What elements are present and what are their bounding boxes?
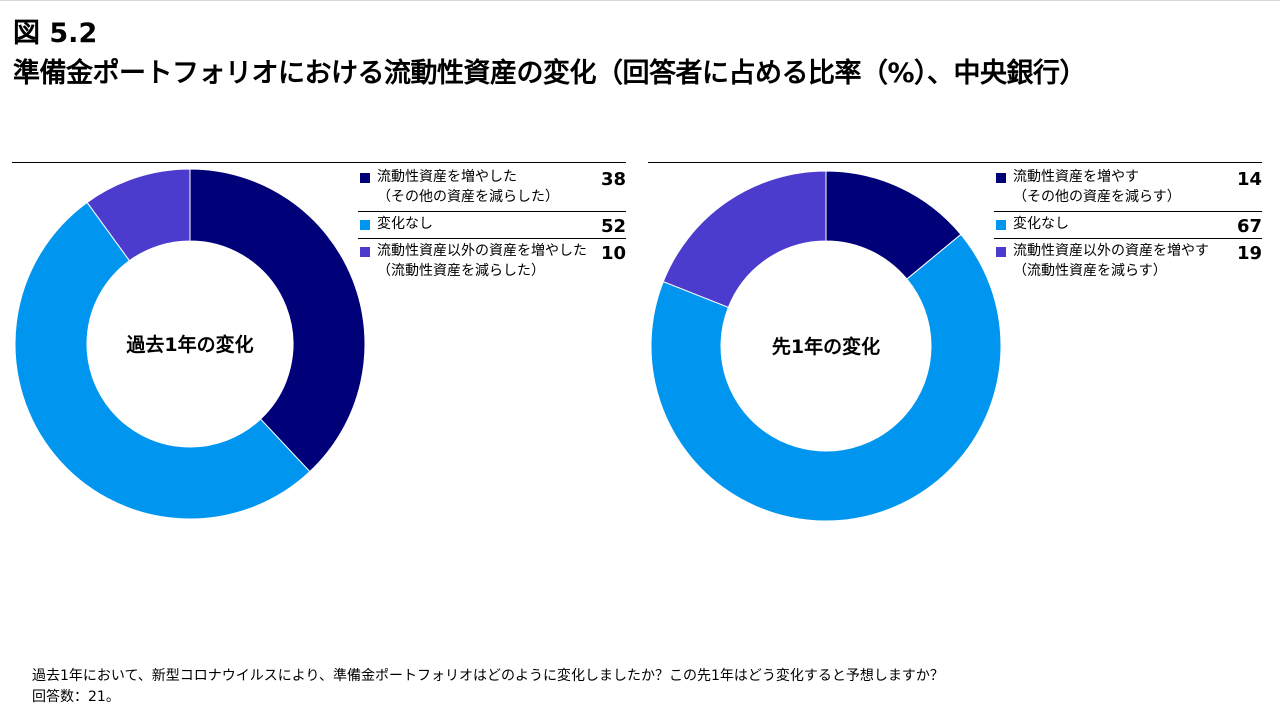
figure-number: 図 5.2	[13, 18, 98, 49]
donut-chart-future: 先1年の変化	[650, 170, 1002, 522]
donut-chart-past: 過去1年の変化	[14, 168, 366, 520]
donut-center-label: 先1年の変化	[772, 335, 880, 358]
donut-center-label: 過去1年の変化	[126, 333, 253, 356]
legend-item: 流動性資産以外の資産を増やした （流動性資産を減らした） 10	[358, 239, 626, 285]
legend-value: 19	[1236, 243, 1262, 264]
top-rule	[0, 0, 1280, 1]
legend-label: 流動性資産以外の資産を増やした	[377, 243, 587, 259]
donut-slice	[86, 168, 191, 262]
legend-value: 10	[600, 243, 626, 264]
legend-label-sub: （その他の資産を減らす）	[1013, 189, 1181, 205]
footnote-question: 過去1年において、新型コロナウイルスにより、準備金ポートフォリオはどのように変化…	[32, 668, 944, 684]
legend-label: 変化なし	[1013, 216, 1069, 232]
legend-swatch	[360, 220, 370, 230]
legend-swatch	[996, 247, 1006, 257]
donut-slice	[14, 201, 311, 520]
legend-item: 流動性資産以外の資産を増やす （流動性資産を減らす） 19	[994, 239, 1262, 285]
footnote-respondents: 回答数：21。	[32, 689, 120, 705]
legend-swatch	[996, 220, 1006, 230]
legend-label-sub: （流動性資産を減らす）	[1013, 263, 1167, 279]
figure-title: 準備金ポートフォリオにおける流動性資産の変化（回答者に占める比率（%）、中央銀行…	[13, 58, 1087, 89]
legend-value: 14	[1236, 169, 1262, 190]
chart-panel-past: 過去1年の変化 流動性資産を増やした （その他の資産を減らした） 38 変化なし…	[12, 162, 632, 542]
legend-swatch	[360, 247, 370, 257]
legend-future: 流動性資産を増やす （その他の資産を減らす） 14 変化なし 67 流動性資産以…	[994, 165, 1262, 285]
legend-label: 流動性資産を増やした	[377, 169, 517, 185]
legend-item: 変化なし 67	[994, 212, 1262, 239]
panel-top-rule	[648, 162, 1262, 163]
legend-item: 変化なし 52	[358, 212, 626, 239]
donut-slice	[662, 170, 827, 308]
legend-swatch	[996, 173, 1006, 183]
donut-slice	[650, 233, 1002, 522]
legend-label: 流動性資産を増やす	[1013, 169, 1139, 185]
legend-label: 流動性資産以外の資産を増やす	[1013, 243, 1209, 259]
legend-label-sub: （その他の資産を減らした）	[377, 189, 559, 205]
legend-value: 67	[1236, 216, 1262, 237]
legend-value: 52	[600, 216, 626, 237]
legend-value: 38	[600, 169, 626, 190]
footnote: 過去1年において、新型コロナウイルスにより、準備金ポートフォリオはどのように変化…	[32, 666, 944, 708]
legend-item: 流動性資産を増やした （その他の資産を減らした） 38	[358, 165, 626, 212]
legend-past: 流動性資産を増やした （その他の資産を減らした） 38 変化なし 52 流動性資…	[358, 165, 626, 285]
legend-label: 変化なし	[377, 216, 433, 232]
donut-slice	[189, 168, 366, 473]
legend-item: 流動性資産を増やす （その他の資産を減らす） 14	[994, 165, 1262, 212]
legend-label-sub: （流動性資産を減らした）	[377, 263, 545, 279]
panel-top-rule	[12, 162, 626, 163]
chart-panel-future: 先1年の変化 流動性資産を増やす （その他の資産を減らす） 14 変化なし 67…	[648, 162, 1268, 542]
legend-swatch	[360, 173, 370, 183]
